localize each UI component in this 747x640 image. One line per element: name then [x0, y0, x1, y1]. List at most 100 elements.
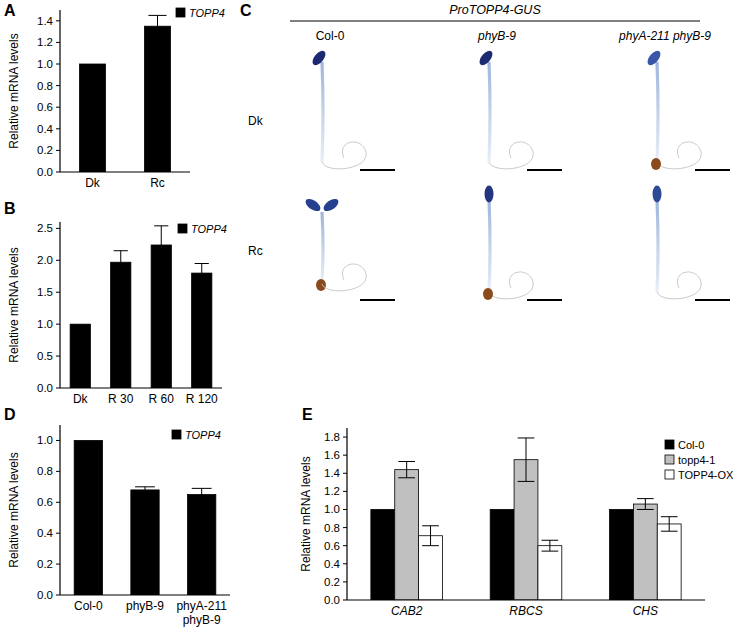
row-label: Rc: [248, 244, 263, 258]
x-axis: [60, 387, 222, 388]
bar: [80, 64, 106, 172]
error-bar: [114, 251, 128, 274]
bar: [111, 262, 131, 388]
y-axis-label: Relative mRNA levels: [299, 456, 313, 571]
y-tick-label: 1.0: [37, 318, 53, 330]
error-stem: [120, 251, 121, 274]
plot-data: [70, 226, 212, 388]
figure: ARelative mRNA levels0.00.20.40.60.81.01…: [0, 0, 747, 640]
y-tick-label: 0.0: [37, 589, 53, 601]
y-tick-label: 0.4: [37, 527, 54, 539]
x-tick-label: phyB-9: [126, 599, 164, 613]
plot-data: [80, 15, 171, 172]
legend-label: Col-0: [678, 439, 704, 451]
error-bar: [148, 15, 166, 37]
error-stem: [201, 488, 202, 500]
y-axis: [59, 222, 60, 388]
y-tick-label: 0.0: [37, 382, 53, 394]
x-tick-label: R 30: [108, 392, 134, 406]
y-tick-label: 0.0: [37, 166, 53, 178]
x-tick-label: Col-0: [74, 599, 103, 613]
hypocotyl: [322, 62, 323, 162]
y-tick-label: 0.2: [324, 576, 340, 588]
bar: [657, 524, 681, 600]
hypocotyl: [657, 200, 658, 292]
error-cap: [637, 498, 654, 499]
y-tick-label: 0.2: [37, 558, 53, 570]
label-line: phyB-9: [183, 613, 221, 627]
plot-data: [371, 438, 681, 600]
y-tick-label: 0.8: [37, 465, 53, 477]
image-panel: CProTOPP4-GUSCol-0phyB-9phyA-211 phyB-9D…: [240, 2, 730, 300]
error-cap: [148, 37, 166, 38]
error-cap: [422, 525, 439, 526]
y-axis: [346, 428, 347, 600]
error-cap: [195, 263, 209, 264]
x-axis: [347, 599, 705, 600]
legend-label: TOPP4: [185, 429, 221, 441]
seed-coat: [316, 279, 326, 291]
error-cap: [154, 225, 168, 226]
error-bar: [422, 526, 439, 546]
bar: [395, 470, 419, 600]
legend-swatch: [665, 470, 674, 479]
cotyledon: [477, 49, 495, 68]
bar: [371, 509, 395, 600]
error-stem: [526, 438, 527, 481]
column-label: phyB-9: [477, 29, 516, 43]
seed-coat: [483, 288, 493, 300]
legend-label: TOPP4: [191, 223, 227, 235]
column-label: Col-0: [316, 29, 345, 43]
y-tick-label: 1.2: [324, 485, 340, 497]
y-tick-label: 0.6: [37, 101, 53, 113]
error-cap: [422, 545, 439, 546]
root: [322, 142, 366, 169]
bar: [419, 536, 443, 600]
column-label: phyA-211 phyB-9: [618, 29, 711, 43]
x-tick-label: CAB2: [391, 604, 423, 618]
cotyledon: [321, 196, 340, 213]
legend-swatch: [665, 455, 674, 464]
bar: [610, 509, 634, 600]
error-cap: [661, 531, 678, 532]
y-tick-label: 1.0: [324, 503, 340, 515]
error-bar: [518, 438, 535, 481]
error-bar: [398, 461, 415, 477]
error-stem: [157, 15, 158, 37]
error-stem: [430, 526, 431, 546]
error-stem: [406, 461, 407, 477]
cotyledon: [485, 186, 494, 203]
root: [489, 142, 533, 169]
error-stem: [645, 499, 646, 510]
panel-label: C: [240, 2, 252, 19]
y-tick-label: 0.8: [324, 522, 340, 534]
x-tick-label: Rc: [150, 176, 165, 190]
y-tick-label: 1.2: [37, 36, 53, 48]
hypocotyl: [657, 62, 658, 162]
y-axis-label: Relative mRNA levels: [7, 452, 21, 567]
y-tick-label: 0.5: [37, 350, 53, 362]
error-cap: [398, 477, 415, 478]
bar: [70, 324, 90, 388]
error-cap: [114, 250, 128, 251]
scale-bar: [527, 169, 562, 171]
bar: [490, 509, 514, 600]
root: [657, 142, 701, 169]
y-tick-label: 1.4: [324, 467, 341, 479]
error-stem: [161, 226, 162, 264]
chart-panel: ERelative mRNA levels0.00.20.40.60.81.01…: [299, 406, 734, 618]
x-tick-label: phyA-211phyB-9: [176, 599, 227, 627]
x-tick-label: CHS: [633, 604, 658, 618]
y-tick-label: 1.0: [37, 434, 53, 446]
y-tick-label: 0.6: [324, 540, 340, 552]
header-rule: [290, 21, 700, 22]
error-bar: [135, 487, 155, 493]
legend-swatch: [172, 430, 181, 439]
scale-bar: [360, 299, 395, 301]
y-tick-label: 0.4: [324, 558, 341, 570]
y-axis-label: Relative mRNA levels: [7, 247, 21, 362]
y-tick-label: 0.2: [37, 144, 53, 156]
panel-label: B: [4, 200, 16, 217]
chart-panel: ARelative mRNA levels0.00.20.40.60.81.01…: [4, 2, 225, 190]
error-stem: [669, 517, 670, 531]
